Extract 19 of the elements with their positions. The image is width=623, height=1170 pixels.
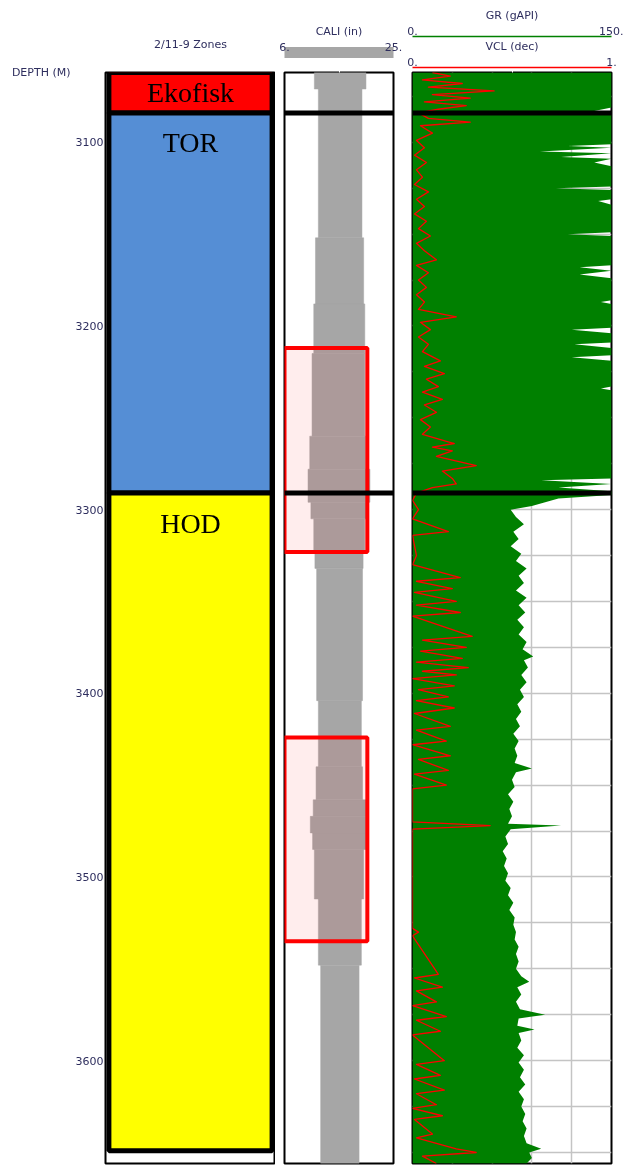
series-label: TOR	[162, 127, 219, 159]
y-tick-label: 3600	[75, 1054, 104, 1068]
y-tick-label: 3100	[75, 136, 104, 150]
x2-axis-title: VCL (dec)	[485, 39, 539, 53]
x-tick-label: 150.	[599, 24, 623, 38]
y-axis-title: DEPTH (M)	[11, 66, 71, 79]
x-tick-label: 25.	[384, 40, 403, 54]
x-tick-label: 6.	[279, 40, 290, 54]
x-axis-title: CALI (in)	[315, 24, 363, 38]
x-axis-title: GR (gAPI)	[485, 8, 539, 22]
x2-tick-label: 0.	[407, 55, 418, 69]
y-tick-label: 3300	[75, 503, 104, 517]
y-tick-label: 3200	[75, 319, 104, 333]
y-tick-label: 3500	[75, 870, 104, 884]
series-label: HOD	[160, 507, 221, 539]
series-label: Ekofisk	[146, 77, 235, 109]
x2-tick-label: 1.	[606, 55, 617, 69]
y-tick-label: 3400	[75, 687, 104, 701]
chart-title: 2/11-9 Zones	[154, 37, 228, 51]
